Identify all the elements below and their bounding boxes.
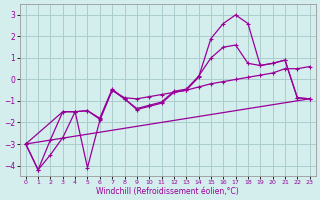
- X-axis label: Windchill (Refroidissement éolien,°C): Windchill (Refroidissement éolien,°C): [96, 187, 239, 196]
